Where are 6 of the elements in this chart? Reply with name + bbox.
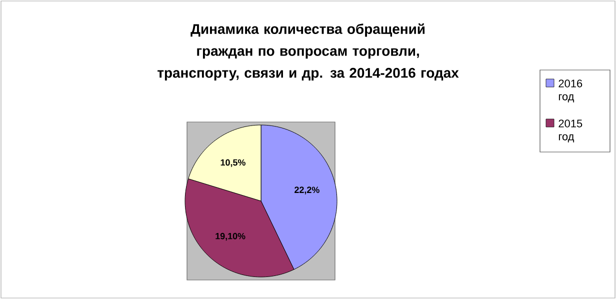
- data-label: 19,10%: [216, 232, 246, 241]
- chart-title: Динамика количества обращений граждан по вопросам торговли, транспорту, связи и др. за 2014-2016 годах: [158, 23, 459, 81]
- data-label: 22,2%: [294, 186, 320, 194]
- legend-label: 2015 год: [558, 120, 582, 142]
- legend-label: 2016 год: [558, 80, 582, 102]
- data-label: 10,5%: [220, 159, 246, 167]
